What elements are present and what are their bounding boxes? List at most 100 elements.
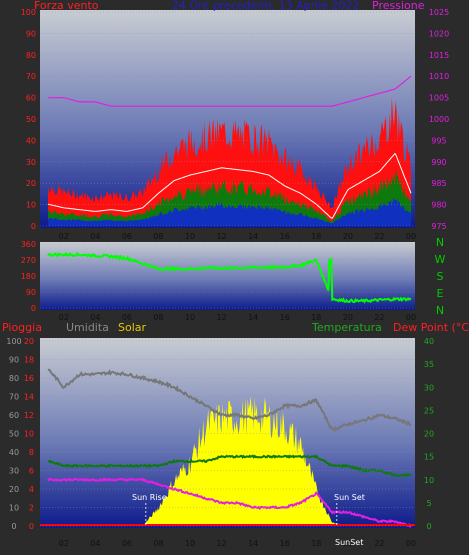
temperature-tick: 15: [424, 453, 434, 462]
x-tick: 20: [343, 232, 353, 241]
x-tick: 06: [122, 539, 132, 548]
x-tick: 02: [59, 232, 69, 241]
x-tick: 00: [406, 539, 416, 548]
wind-tick: 0: [31, 222, 36, 231]
humidity-tick: 0: [11, 522, 16, 531]
wind-tick: 90: [26, 29, 36, 38]
rain-tick: 14: [24, 393, 34, 402]
rain-tick: 12: [24, 411, 34, 420]
x-tick: 06: [122, 313, 132, 322]
temperature-label: Temperatura: [311, 321, 382, 334]
wind-tick: 70: [26, 72, 36, 81]
wind-tick: 30: [26, 158, 36, 167]
compass-label: W: [435, 253, 446, 266]
pressure-axis-title: Pressione: [372, 0, 425, 12]
sunset-time-label: SunSet: [335, 538, 363, 547]
pressure-tick: 975: [431, 222, 446, 231]
x-tick: 04: [90, 539, 100, 548]
direction-tick: 360: [21, 240, 36, 249]
rain-tick: 16: [24, 374, 34, 383]
wind-tick: 80: [26, 51, 36, 60]
x-tick: 12: [217, 232, 227, 241]
rain-tick: 2: [29, 504, 34, 513]
temperature-line: [47, 454, 412, 478]
wind-series: [47, 75, 412, 226]
sunrise-label: Sun Rise: [132, 493, 167, 502]
x-tick: 16: [280, 313, 290, 322]
pressure-tick: 1000: [429, 115, 449, 124]
x-tick: 18: [311, 539, 321, 548]
wind-average-line: [47, 152, 412, 219]
humidity-label: Umidita: [66, 321, 109, 334]
humidity-tick: 50: [9, 430, 19, 439]
direction-tick: 0: [31, 304, 36, 313]
pressure-tick: 980: [431, 201, 446, 210]
x-tick: 08: [153, 232, 163, 241]
temperature-tick: 40: [424, 337, 434, 346]
x-tick: 10: [185, 232, 195, 241]
wind-gust-area: [48, 97, 411, 226]
pressure-tick: 985: [431, 179, 446, 188]
pressure-tick: 1020: [429, 29, 449, 38]
humidity-tick: 90: [9, 356, 19, 365]
direction-tick: 180: [21, 272, 36, 281]
x-tick: 06: [122, 232, 132, 241]
humidity-tick: 20: [9, 485, 19, 494]
x-tick: 18: [311, 313, 321, 322]
temperature-tick: 25: [424, 406, 434, 415]
x-tick: 08: [153, 539, 163, 548]
x-tick: 22: [374, 313, 384, 322]
pressure-line: [48, 75, 412, 107]
rain-tick: 6: [29, 467, 34, 476]
rain-tick: 20: [24, 337, 34, 346]
x-tick: 16: [280, 539, 290, 548]
x-tick: 00: [406, 313, 416, 322]
temperature-tick: 30: [424, 383, 434, 392]
chart-title: 24 Ore precedenti, 13 Aprile 2022: [172, 0, 360, 12]
wind-tick: 20: [26, 179, 36, 188]
wind-axis-title: Forza vento: [34, 0, 99, 12]
x-tick: 10: [185, 539, 195, 548]
rain-tick: 4: [29, 485, 34, 494]
x-tick: 12: [217, 539, 227, 548]
solar-area: [48, 396, 411, 526]
rain-tick: 8: [29, 448, 34, 457]
x-tick: 14: [248, 313, 258, 322]
wind-tick: 100: [21, 8, 36, 17]
direction-tick: 270: [21, 256, 36, 265]
sunset-label: Sun Set: [334, 493, 365, 502]
pressure-tick: 1010: [429, 72, 449, 81]
x-tick: 10: [185, 313, 195, 322]
wind-tick: 40: [26, 136, 36, 145]
compass-label: S: [437, 270, 444, 283]
x-tick: 02: [59, 313, 69, 322]
wind-mid-area: [48, 168, 411, 226]
rain-tick: 10: [24, 430, 34, 439]
temperature-tick: 35: [424, 360, 434, 369]
wind-tick: 10: [26, 201, 36, 210]
weather-series: [40, 368, 415, 528]
weather-axes: 1009080706050403020100201816141210864204…: [6, 337, 434, 548]
rain-tick: 0: [29, 522, 34, 531]
wind-axes: 1009080706050403020100102510201015101010…: [21, 8, 449, 241]
solar-label: Solar: [118, 321, 147, 334]
rain-label: Pioggia: [2, 321, 42, 334]
humidity-tick: 100: [6, 337, 21, 346]
humidity-line: [47, 368, 412, 433]
x-tick: 04: [90, 232, 100, 241]
direction-series: [47, 251, 412, 304]
humidity-tick: 80: [9, 374, 19, 383]
pressure-tick: 1005: [429, 94, 449, 103]
pressure-tick: 995: [431, 136, 446, 145]
direction-line: [47, 251, 412, 304]
x-tick: 20: [343, 539, 353, 548]
dewpoint-label: Dew Point (°C): [393, 321, 469, 334]
dewpoint-line: [47, 477, 412, 528]
x-tick: 18: [311, 232, 321, 241]
x-tick: 20: [343, 313, 353, 322]
compass-label: N: [436, 236, 444, 249]
x-tick: 02: [59, 539, 69, 548]
direction-tick: 90: [26, 288, 36, 297]
wind-tick: 50: [26, 115, 36, 124]
